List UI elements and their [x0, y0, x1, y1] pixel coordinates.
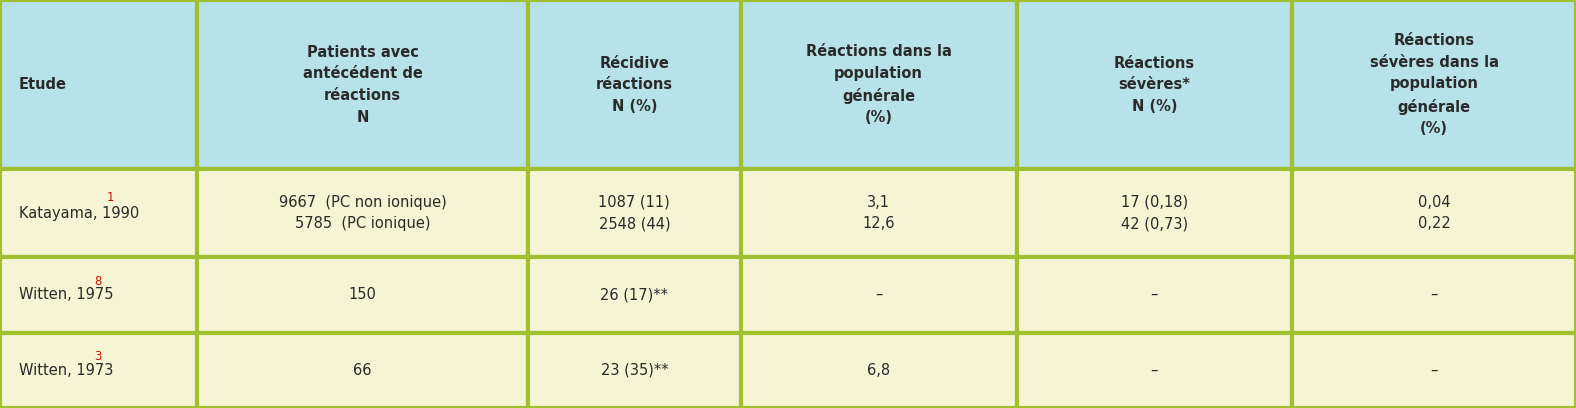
Bar — [1017, 0, 1292, 169]
Text: 0,04
0,22: 0,04 0,22 — [1418, 195, 1450, 231]
Text: 9667  (PC non ionique)
5785  (PC ionique): 9667 (PC non ionique) 5785 (PC ionique) — [279, 195, 446, 231]
Bar — [741, 333, 1017, 408]
Bar — [741, 169, 1017, 257]
Bar — [528, 169, 741, 257]
Text: Witten, 1973: Witten, 1973 — [19, 363, 113, 378]
Bar — [197, 169, 528, 257]
Bar — [1292, 257, 1576, 333]
Bar — [741, 0, 1017, 169]
Text: 3: 3 — [95, 350, 102, 363]
Bar — [528, 257, 741, 333]
Text: 1: 1 — [107, 191, 115, 204]
Bar — [1292, 169, 1576, 257]
Bar — [1017, 333, 1292, 408]
Bar — [0, 257, 197, 333]
Text: 17 (0,18)
42 (0,73): 17 (0,18) 42 (0,73) — [1121, 195, 1188, 231]
Bar — [197, 333, 528, 408]
Bar — [1292, 0, 1576, 169]
Bar — [0, 169, 197, 257]
Text: Etude: Etude — [19, 77, 66, 92]
Bar — [1017, 169, 1292, 257]
Text: –: – — [1431, 287, 1437, 302]
Bar — [0, 333, 197, 408]
Text: 6,8: 6,8 — [867, 363, 890, 378]
Bar — [528, 0, 741, 169]
Bar — [528, 333, 741, 408]
Text: Witten, 1975: Witten, 1975 — [19, 287, 113, 302]
Text: 150: 150 — [348, 287, 377, 302]
Bar — [1292, 333, 1576, 408]
Text: 23 (35)**: 23 (35)** — [600, 363, 668, 378]
Text: 66: 66 — [353, 363, 372, 378]
Text: 3,1
12,6: 3,1 12,6 — [862, 195, 895, 231]
Text: Réactions dans la
population
générale
(%): Réactions dans la population générale (%… — [805, 44, 952, 125]
Text: –: – — [875, 287, 883, 302]
Bar — [197, 257, 528, 333]
Bar — [197, 0, 528, 169]
Text: Réactions
sévères*
N (%): Réactions sévères* N (%) — [1114, 55, 1195, 114]
Text: 8: 8 — [95, 275, 102, 288]
Bar — [0, 0, 197, 169]
Text: Récidive
réactions
N (%): Récidive réactions N (%) — [596, 55, 673, 114]
Bar — [741, 257, 1017, 333]
Bar — [1017, 257, 1292, 333]
Text: –: – — [1431, 363, 1437, 378]
Text: Patients avec
antécédent de
réactions
N: Patients avec antécédent de réactions N — [303, 45, 422, 124]
Text: –: – — [1150, 363, 1158, 378]
Text: 26 (17)**: 26 (17)** — [600, 287, 668, 302]
Text: Katayama, 1990: Katayama, 1990 — [19, 206, 139, 221]
Text: –: – — [1150, 287, 1158, 302]
Text: Réactions
sévères dans la
population
générale
(%): Réactions sévères dans la population gén… — [1370, 33, 1499, 136]
Text: 1087 (11)
2548 (44): 1087 (11) 2548 (44) — [599, 195, 670, 231]
